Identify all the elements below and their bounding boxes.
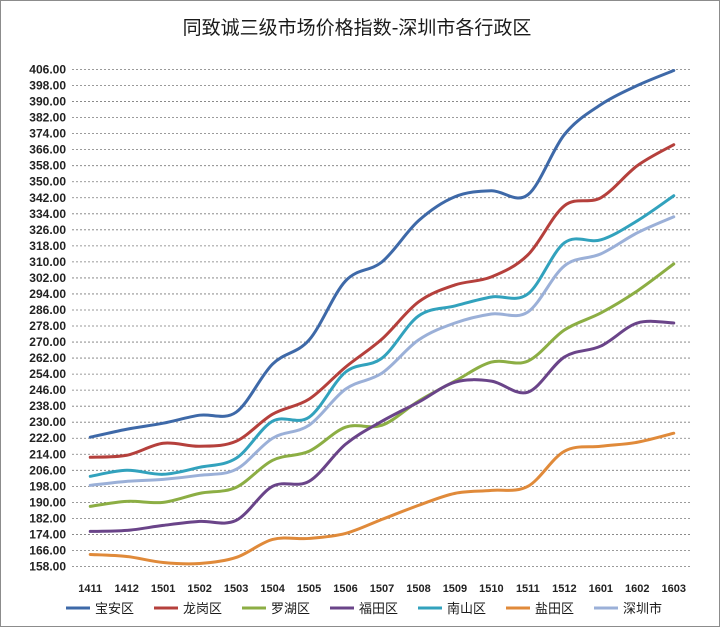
legend-item: 宝安区 <box>66 602 134 617</box>
legend-label: 罗湖区 <box>271 602 310 617</box>
series-line <box>88 262 676 508</box>
x-tick-label: 1411 <box>78 583 102 595</box>
y-tick-label: 334.00 <box>29 207 66 221</box>
legend-item: 龙岗区 <box>154 602 222 617</box>
legend-label: 南山区 <box>447 601 486 617</box>
x-tick-label: 1603 <box>662 583 686 595</box>
y-tick-label: 182.00 <box>29 511 66 525</box>
y-tick-label: 350.00 <box>29 175 66 189</box>
series-line <box>88 215 676 487</box>
y-tick-label: 214.00 <box>29 447 66 461</box>
legend-label: 盐田区 <box>535 602 574 617</box>
x-tick-label: 1509 <box>443 583 467 595</box>
y-tick-label: 246.00 <box>29 383 66 397</box>
y-tick-label: 294.00 <box>29 287 66 301</box>
y-tick-label: 366.00 <box>29 143 66 157</box>
y-tick-label: 166.00 <box>29 543 66 557</box>
x-tick-label: 1412 <box>114 583 138 595</box>
x-tick-label: 1507 <box>370 583 394 595</box>
y-tick-label: 206.00 <box>29 463 66 477</box>
y-tick-label: 278.00 <box>29 319 66 333</box>
gridlines <box>72 69 692 567</box>
x-tick-label: 1601 <box>589 583 613 595</box>
y-tick-label: 326.00 <box>29 223 66 237</box>
y-tick-label: 342.00 <box>29 191 66 205</box>
y-axis-ticks: 158.00 166.00 174.00 182.00 190.00 198.00 206.… <box>29 63 66 574</box>
legend-item: 罗湖区 <box>242 602 310 617</box>
y-tick-label: 198.00 <box>29 479 66 493</box>
series-line <box>88 143 676 459</box>
y-tick-label: 358.00 <box>29 159 66 173</box>
y-tick-label: 382.00 <box>29 111 66 125</box>
y-tick-label: 174.00 <box>29 527 66 541</box>
x-tick-label: 1602 <box>625 583 649 595</box>
x-tick-label: 1511 <box>516 583 540 595</box>
series-lines <box>88 69 676 566</box>
legend-item: 福田区 <box>330 602 398 617</box>
series-line <box>88 319 676 533</box>
series-line <box>88 431 676 566</box>
legend-label: 龙岗区 <box>183 602 222 617</box>
legend-item: 深圳市 <box>594 601 662 617</box>
legend-item: 盐田区 <box>506 602 574 617</box>
x-tick-label: 1508 <box>406 583 430 595</box>
chart-title: 同致诚三级市场价格指数-深圳市各行政区 <box>183 17 532 39</box>
x-tick-label: 1502 <box>187 583 211 595</box>
x-tick-label: 1505 <box>297 583 321 595</box>
x-tick-label: 1512 <box>552 583 576 595</box>
legend-label: 宝安区 <box>95 602 134 617</box>
y-tick-label: 230.00 <box>29 415 66 429</box>
y-tick-label: 390.00 <box>29 95 66 109</box>
x-tick-label: 1504 <box>260 583 285 595</box>
y-tick-label: 398.00 <box>29 79 66 93</box>
x-axis-ticks: 1411 1412 1501 1502 1503 1504 1505 1506 1507 1508… <box>78 583 686 595</box>
y-tick-label: 374.00 <box>29 127 66 141</box>
y-tick-label: 270.00 <box>29 335 66 349</box>
legend-item: 南山区 <box>418 601 486 617</box>
series-line <box>88 69 676 439</box>
y-tick-label: 302.00 <box>29 271 66 285</box>
y-tick-label: 286.00 <box>29 303 66 317</box>
legend-label: 深圳市 <box>623 601 662 617</box>
y-tick-label: 318.00 <box>29 239 66 253</box>
y-tick-label: 190.00 <box>29 495 66 509</box>
y-tick-label: 262.00 <box>29 351 66 365</box>
x-tick-label: 1506 <box>333 583 357 595</box>
x-tick-label: 1510 <box>479 583 503 595</box>
legend: 宝安区 龙岗区 罗湖区 福田区 南山区 盐田区 深圳市 <box>66 601 662 617</box>
x-tick-label: 1501 <box>151 583 175 595</box>
x-tick-label: 1503 <box>224 583 248 595</box>
y-tick-label: 222.00 <box>29 431 66 445</box>
y-tick-label: 158.00 <box>29 560 66 574</box>
y-tick-label: 310.00 <box>29 255 66 269</box>
y-tick-label: 238.00 <box>29 399 66 413</box>
y-tick-label: 254.00 <box>29 367 66 381</box>
legend-label: 福田区 <box>359 602 398 617</box>
y-tick-label: 406.00 <box>29 63 66 77</box>
series-line <box>88 194 676 478</box>
